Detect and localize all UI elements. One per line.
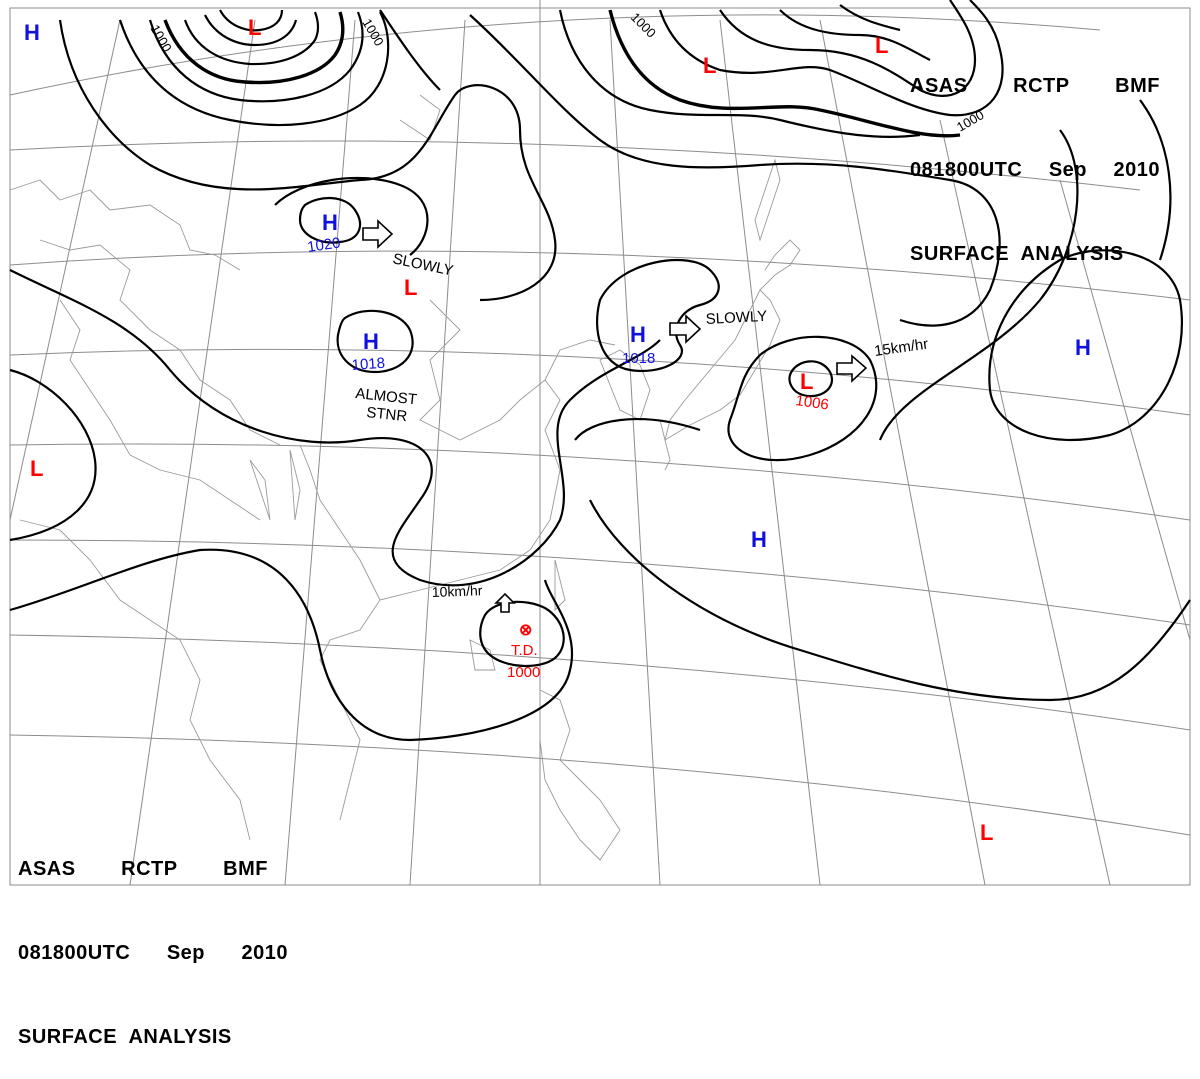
low-center-bottomright: L	[980, 820, 993, 845]
high-center-topleft: H	[24, 20, 40, 45]
low-center-mongolia: L	[404, 275, 417, 300]
header-bottom-station: RCTP	[121, 858, 178, 880]
tropical-depression: ⊗ T.D. 1000	[507, 622, 540, 681]
low-center-1006: L	[800, 369, 813, 394]
motion-labels: SLOWLY ALMOST STNR SLOWLY 15km/hr 10km/h…	[355, 250, 930, 600]
low-center-top: L	[248, 15, 261, 40]
header-top-line2: 081800UTC Sep 2010	[910, 156, 1160, 184]
coastlines	[9, 94, 801, 861]
td-label: T.D.	[511, 642, 538, 659]
surface-analysis-chart: 1000 1000 1000 1000 H L H 1020 L H 1018 …	[9, 0, 1191, 886]
header-top-year: 2010	[1113, 159, 1160, 181]
isobar-label-1: 1000	[147, 22, 174, 55]
header-top-station: RCTP	[1013, 75, 1070, 97]
latitude-lines	[9, 14, 1191, 836]
header-bottom-time: 081800UTC	[18, 942, 131, 964]
header-bottom-line2: 081800UTC Sep 2010	[18, 939, 288, 967]
header-bottom-bmf: BMF	[223, 858, 268, 880]
header-bottom-year: 2010	[241, 942, 288, 964]
header-bottom-line1: ASAS RCTP BMF	[18, 855, 268, 883]
pressure-systems: H L H 1020 L H 1018 L H 1018 L 1006 H H …	[24, 15, 1091, 845]
high-center-1018-west: H	[363, 329, 379, 354]
motion-label-almost: ALMOST	[355, 385, 418, 408]
pressure-value-1006: 1006	[794, 392, 829, 413]
header-top-line1: ASAS RCTP BMF	[910, 72, 1160, 100]
low-center-topright-1: L	[703, 53, 716, 78]
header-top: ASAS RCTP BMF 081800UTC Sep 2010 SURFACE…	[910, 16, 1190, 296]
arrow-td	[494, 592, 516, 613]
low-center-topright-2: L	[875, 33, 888, 58]
header-top-bmf: BMF	[1115, 75, 1160, 97]
header-bottom-title: SURFACE ANALYSIS	[18, 1026, 232, 1048]
header-bottom-month: Sep	[166, 942, 206, 964]
motion-arrows	[362, 219, 868, 613]
high-center-1018-korea: H	[630, 322, 646, 347]
high-center-1020: H	[322, 210, 338, 235]
isobar-labels: 1000 1000 1000 1000	[147, 10, 986, 135]
motion-label-td: 10km/hr	[432, 582, 483, 600]
pressure-value-1020: 1020	[306, 234, 341, 255]
header-bottom: ASAS RCTP BMF 081800UTC Sep 2010 SURFACE…	[18, 799, 298, 1079]
pressure-value-1018-korea: 1018	[622, 350, 655, 367]
motion-label-l1006: 15km/hr	[873, 336, 929, 360]
isobars	[9, 0, 1191, 742]
pressure-value-1018-west: 1018	[351, 355, 385, 374]
arrow-h1020	[362, 219, 394, 249]
weather-map: 1000 1000 1000 1000 H L H 1020 L H 1018 …	[9, 0, 1191, 1048]
high-center-pacific: H	[751, 527, 767, 552]
motion-label-h1020: SLOWLY	[391, 250, 455, 279]
td-pressure: 1000	[507, 664, 540, 681]
arrow-l1006	[836, 354, 868, 383]
header-bottom-product: ASAS	[18, 858, 76, 880]
arrow-h1018-korea	[669, 314, 702, 344]
header-top-time: 081800UTC	[910, 159, 1023, 181]
header-top-product: ASAS	[910, 75, 968, 97]
motion-label-h1018-korea: SLOWLY	[705, 308, 767, 328]
isobar-label-3: 1000	[628, 10, 659, 41]
motion-label-stnr: STNR	[366, 404, 409, 425]
td-symbol-icon: ⊗	[519, 622, 532, 639]
high-center-east: H	[1075, 335, 1091, 360]
header-top-title: SURFACE ANALYSIS	[910, 243, 1124, 265]
header-top-month: Sep	[1048, 159, 1088, 181]
low-center-westedge: L	[30, 456, 43, 481]
